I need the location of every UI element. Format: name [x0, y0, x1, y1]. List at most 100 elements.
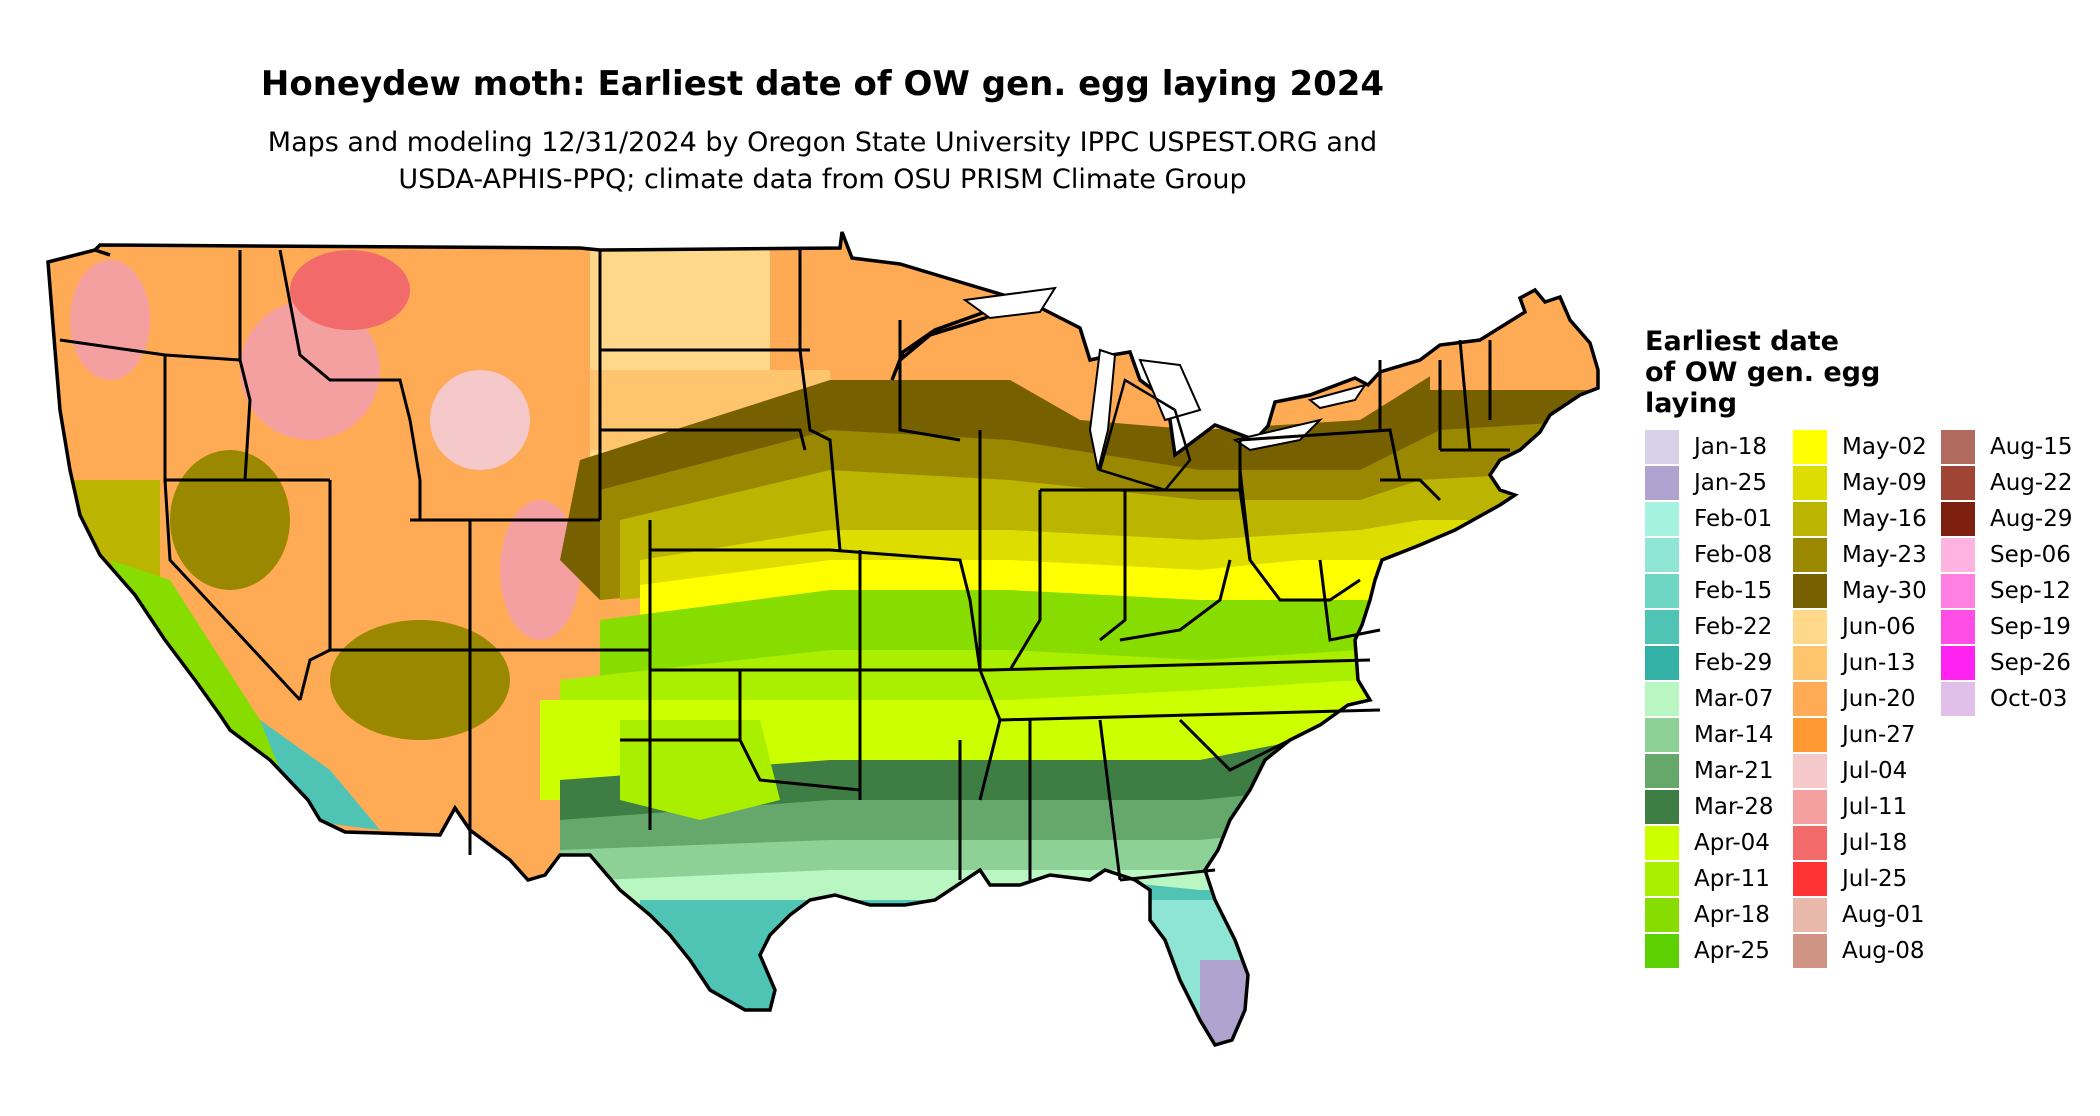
legend-label: Jan-18	[1694, 434, 1768, 460]
legend-label: Oct-03	[1990, 686, 2068, 712]
legend-swatch	[1645, 610, 1679, 644]
legend-item: Jul-25	[1793, 862, 1941, 898]
legend-label: May-16	[1842, 506, 1927, 532]
legend-label: Aug-08	[1842, 938, 1925, 964]
legend-item: Jul-18	[1793, 826, 1941, 862]
legend-item: May-09	[1793, 466, 1941, 502]
legend-item: Aug-29	[1941, 502, 2089, 538]
legend-swatch	[1645, 898, 1679, 932]
legend-label: Jun-13	[1842, 650, 1916, 676]
legend-swatch	[1793, 790, 1827, 824]
legend-label: Jul-25	[1842, 866, 1908, 892]
legend-item: Feb-29	[1645, 646, 1793, 682]
legend-item: Aug-15	[1941, 430, 2089, 466]
legend-item: Mar-14	[1645, 718, 1793, 754]
legend-item: Jan-18	[1645, 430, 1793, 466]
map-subtitle: Maps and modeling 12/31/2024 by Oregon S…	[0, 124, 1645, 198]
legend-label: Jul-04	[1842, 758, 1908, 784]
map-color-zones	[48, 232, 1598, 1045]
lower-michigan-outline	[1098, 378, 1192, 492]
legend-swatch	[1793, 682, 1827, 716]
legend-label: May-23	[1842, 542, 1927, 568]
legend-label: Sep-19	[1990, 614, 2071, 640]
legend-item: Aug-22	[1941, 466, 2089, 502]
legend-swatch	[1645, 538, 1679, 572]
legend-swatch	[1793, 646, 1827, 680]
legend-label: Mar-28	[1694, 794, 1774, 820]
legend-swatch	[1645, 502, 1679, 536]
legend-swatch	[1941, 646, 1975, 680]
legend-label: Feb-08	[1694, 542, 1773, 568]
legend-swatch	[1793, 466, 1827, 500]
legend-item: Sep-19	[1941, 610, 2089, 646]
legend-label: Jun-27	[1842, 722, 1916, 748]
legend-item: May-23	[1793, 538, 1941, 574]
legend-swatch	[1941, 538, 1975, 572]
legend-label: Apr-11	[1694, 866, 1770, 892]
legend-label: Sep-12	[1990, 578, 2071, 604]
legend-item: Feb-08	[1645, 538, 1793, 574]
legend-label: May-30	[1842, 578, 1927, 604]
legend-label: Aug-01	[1842, 902, 1925, 928]
legend-item: Sep-06	[1941, 538, 2089, 574]
legend-swatch	[1793, 754, 1827, 788]
legend-item: Jan-25	[1645, 466, 1793, 502]
legend-item: Feb-22	[1645, 610, 1793, 646]
legend-label: Feb-29	[1694, 650, 1773, 676]
legend-item: Jun-06	[1793, 610, 1941, 646]
great-lakes	[962, 286, 1368, 471]
legend-title-line-3: laying	[1645, 388, 1738, 419]
subtitle-line-1: Maps and modeling 12/31/2024 by Oregon S…	[267, 127, 1378, 158]
legend-label: Mar-07	[1694, 686, 1774, 712]
legend-item: Sep-26	[1941, 646, 2089, 682]
legend-label: Mar-14	[1694, 722, 1774, 748]
us-phenology-map	[46, 230, 1600, 1047]
legend-swatch	[1793, 826, 1827, 860]
legend-swatch	[1941, 574, 1975, 608]
legend-item: Jul-11	[1793, 790, 1941, 826]
legend-title-line-1: Earliest date	[1645, 326, 1839, 357]
legend-label: Feb-15	[1694, 578, 1773, 604]
legend-swatch	[1941, 466, 1975, 500]
legend-item: Feb-01	[1645, 502, 1793, 538]
legend-item: May-02	[1793, 430, 1941, 466]
legend-swatch	[1645, 718, 1679, 752]
legend-title: Earliest date of OW gen. egg laying	[1645, 326, 1945, 419]
legend-swatch	[1645, 682, 1679, 716]
legend-item: Jun-13	[1793, 646, 1941, 682]
legend-swatch	[1645, 754, 1679, 788]
legend-swatch	[1941, 430, 1975, 464]
legend-swatch	[1645, 862, 1679, 896]
legend-item: Jun-20	[1793, 682, 1941, 718]
map-title: Honeydew moth: Earliest date of OW gen. …	[260, 64, 1385, 104]
legend-label: Jul-11	[1842, 794, 1908, 820]
legend-swatch	[1793, 430, 1827, 464]
legend-swatch	[1645, 646, 1679, 680]
legend-label: Jul-18	[1842, 830, 1908, 856]
legend-swatch	[1941, 682, 1975, 716]
legend-swatch	[1645, 826, 1679, 860]
legend-item: Mar-07	[1645, 682, 1793, 718]
legend-label: Feb-01	[1694, 506, 1773, 532]
legend-item: Jun-27	[1793, 718, 1941, 754]
legend-swatch	[1793, 898, 1827, 932]
legend-swatch	[1645, 430, 1679, 464]
legend-swatch	[1941, 610, 1975, 644]
legend-label: Jun-06	[1842, 614, 1916, 640]
legend-label: Aug-29	[1990, 506, 2073, 532]
legend-swatch	[1645, 466, 1679, 500]
legend-label: May-09	[1842, 470, 1927, 496]
legend-swatch	[1645, 574, 1679, 608]
legend-item: Jul-04	[1793, 754, 1941, 790]
legend-label: Aug-15	[1990, 434, 2073, 460]
legend-label: Jun-20	[1842, 686, 1916, 712]
legend-label: Mar-21	[1694, 758, 1774, 784]
legend-label: Feb-22	[1694, 614, 1773, 640]
legend-item: Apr-18	[1645, 898, 1793, 934]
legend-item: Sep-12	[1941, 574, 2089, 610]
legend-item: Apr-11	[1645, 862, 1793, 898]
legend-item: Apr-04	[1645, 826, 1793, 862]
legend-item: May-30	[1793, 574, 1941, 610]
legend-swatch	[1645, 790, 1679, 824]
legend-swatch	[1793, 862, 1827, 896]
